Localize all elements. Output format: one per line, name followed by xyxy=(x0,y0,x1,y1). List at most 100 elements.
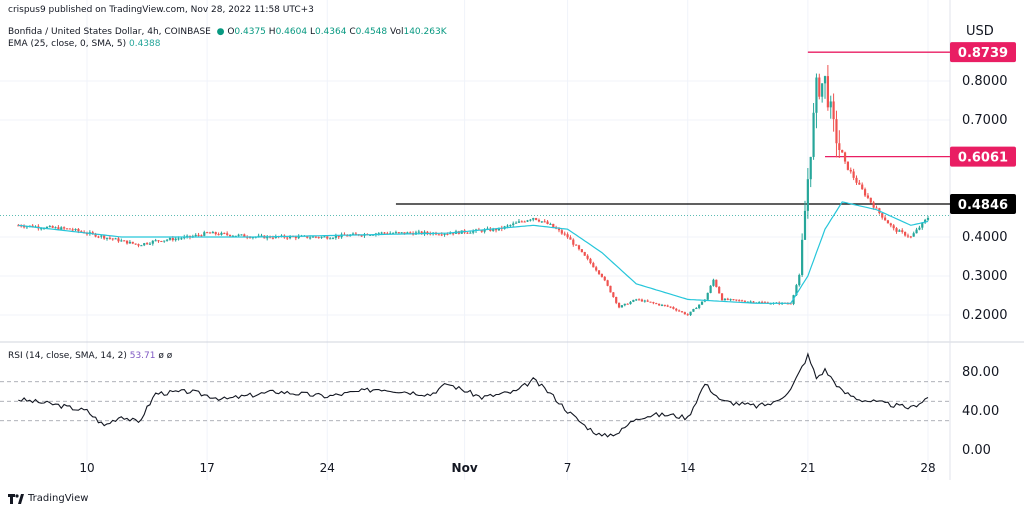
candle xyxy=(924,218,927,224)
candle xyxy=(131,241,134,245)
candle xyxy=(883,215,887,221)
candle xyxy=(137,243,140,248)
candle xyxy=(643,299,646,303)
candle xyxy=(695,307,698,310)
candle xyxy=(266,235,269,241)
candles xyxy=(17,65,930,316)
candle xyxy=(915,227,918,234)
candle xyxy=(926,215,930,222)
candle xyxy=(165,238,169,242)
candle xyxy=(872,200,875,210)
candle xyxy=(835,110,838,158)
candle xyxy=(512,221,515,227)
candle xyxy=(206,231,209,234)
candle xyxy=(443,233,446,237)
candle xyxy=(809,156,812,188)
ema-legend: EMA (25, close, 0, SMA, 5) 0.4388 xyxy=(8,39,160,49)
rsi-bands xyxy=(0,381,950,422)
candle xyxy=(580,248,583,253)
candle xyxy=(758,301,761,303)
candle xyxy=(700,301,704,306)
candle xyxy=(211,230,214,234)
candle xyxy=(532,217,535,222)
candle xyxy=(658,303,661,307)
candle xyxy=(720,293,724,301)
candle xyxy=(469,231,472,234)
candle xyxy=(901,228,904,234)
candle xyxy=(220,231,223,236)
candle xyxy=(615,296,618,305)
candle xyxy=(801,233,804,277)
candle xyxy=(97,235,100,239)
candle xyxy=(546,220,549,225)
candle xyxy=(208,231,212,234)
candle xyxy=(400,232,403,234)
candle xyxy=(60,226,63,231)
price-tag: 0.6061 xyxy=(950,146,1016,167)
low-label: L xyxy=(309,27,315,37)
candle xyxy=(735,299,738,302)
candle xyxy=(123,240,126,242)
candle xyxy=(157,240,160,243)
time-tick-label: 7 xyxy=(564,461,572,475)
candle xyxy=(397,231,400,234)
price-tag: 0.4846 xyxy=(950,194,1016,215)
price-tag-text: 0.8739 xyxy=(958,46,1008,61)
candle xyxy=(145,242,149,245)
candle xyxy=(483,228,486,234)
candle xyxy=(54,226,57,229)
rsi-tick-label: 80.00 xyxy=(962,365,999,380)
candle xyxy=(732,298,735,301)
candle xyxy=(586,254,589,261)
candle xyxy=(125,240,129,245)
candle xyxy=(108,235,111,240)
candle xyxy=(886,219,890,224)
candle xyxy=(240,234,243,236)
time-tick-label: 17 xyxy=(200,461,215,475)
time-tick-label: 14 xyxy=(680,461,695,475)
candle xyxy=(51,225,54,229)
candle xyxy=(111,238,114,241)
candle xyxy=(151,240,154,246)
candle xyxy=(517,219,521,223)
candle xyxy=(143,242,146,247)
candle xyxy=(640,298,644,302)
candle xyxy=(852,168,855,181)
candle xyxy=(160,240,163,243)
candle xyxy=(680,310,684,313)
candle xyxy=(889,222,892,228)
candle xyxy=(63,226,66,231)
candle xyxy=(646,299,649,302)
legend-dot: ● xyxy=(213,27,225,37)
time-tick-label: 10 xyxy=(79,461,94,475)
candle xyxy=(709,285,712,294)
candle xyxy=(520,220,523,223)
symbol-name: Bonfida / United States Dollar, 4h, COIN… xyxy=(8,27,211,37)
candle xyxy=(234,235,237,237)
candle xyxy=(65,228,69,230)
candle xyxy=(537,218,541,223)
candle xyxy=(114,237,117,240)
candle xyxy=(566,232,569,239)
candle xyxy=(906,233,910,239)
candle xyxy=(140,244,143,247)
candle xyxy=(354,232,357,235)
candle xyxy=(48,225,51,228)
candle xyxy=(337,235,340,240)
candle xyxy=(217,232,220,236)
candle xyxy=(849,167,852,174)
rsi-legend: RSI (14, close, SMA, 14, 2) 53.71 ø ø xyxy=(8,351,172,361)
candle xyxy=(832,93,835,132)
candle xyxy=(626,303,629,305)
candle xyxy=(649,301,652,303)
time-tick-label: Nov xyxy=(452,461,478,475)
candle xyxy=(718,286,721,294)
candle xyxy=(666,304,669,308)
candle xyxy=(912,231,915,237)
candle xyxy=(803,200,807,240)
candle xyxy=(812,103,815,160)
candle xyxy=(394,230,398,234)
price-tick-label: 0.7000 xyxy=(962,113,1008,128)
candle xyxy=(743,300,747,303)
